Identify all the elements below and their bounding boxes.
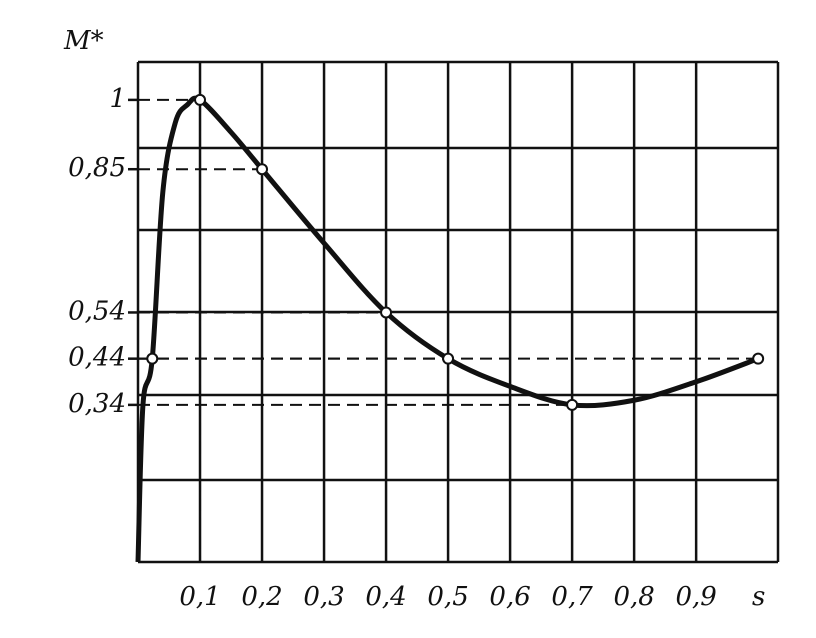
x-tick-label: 0,8 [613, 582, 654, 612]
marker [752, 352, 765, 365]
y-tick-label: 0,54 [68, 296, 126, 326]
marker [194, 93, 207, 106]
x-tick-label: 0,2 [241, 582, 282, 612]
y-tick-label: 1 [109, 84, 126, 114]
x-axis-label: s [752, 582, 765, 612]
y-tick-label: 0,34 [68, 389, 126, 419]
x-tick-label: 0,1 [179, 582, 220, 612]
marker [380, 306, 393, 319]
marker [566, 398, 579, 411]
y-tick-label: 0,85 [68, 153, 126, 183]
marker [442, 352, 455, 365]
y-axis-label: M* [63, 26, 104, 56]
x-tick-label: 0,9 [675, 582, 716, 612]
x-tick-label: 0,3 [303, 582, 344, 612]
y-tick-label: 0,44 [68, 343, 126, 373]
marker [256, 163, 269, 176]
x-tick-label: 0,6 [489, 582, 530, 612]
x-tick-label: 0,7 [551, 582, 593, 612]
marker [146, 352, 159, 365]
x-tick-label: 0,4 [365, 582, 406, 612]
x-tick-label: 0,5 [427, 582, 468, 612]
